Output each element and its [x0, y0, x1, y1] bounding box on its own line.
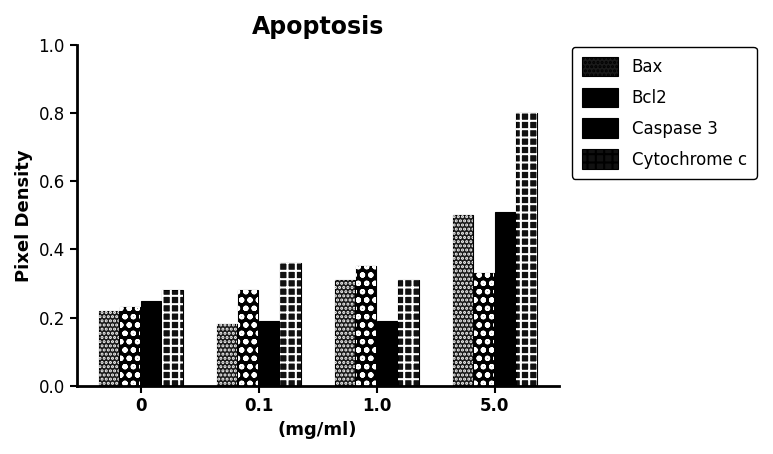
Bar	[377, 321, 397, 385]
Bar	[141, 301, 162, 385]
Bar	[516, 113, 536, 385]
Bar	[495, 212, 516, 385]
Bar	[281, 263, 301, 385]
Bar	[162, 290, 182, 385]
Bar	[259, 321, 279, 385]
Bar	[216, 324, 237, 385]
Bar	[377, 321, 397, 385]
Bar	[335, 280, 355, 385]
Bar	[356, 266, 376, 385]
Bar	[238, 290, 258, 385]
Bar	[453, 215, 473, 385]
Legend: Bax, Bcl2, Caspase 3, Cytochrome c: Bax, Bcl2, Caspase 3, Cytochrome c	[572, 47, 757, 178]
Bar	[474, 273, 494, 385]
Bar	[259, 321, 279, 385]
Bar	[356, 266, 376, 385]
Bar	[120, 307, 140, 385]
Bar	[162, 290, 182, 385]
Bar	[281, 263, 301, 385]
Bar	[453, 215, 473, 385]
Bar	[99, 311, 119, 385]
Bar	[398, 280, 419, 385]
Bar	[141, 301, 162, 385]
Bar	[238, 290, 258, 385]
Y-axis label: Pixel Density: Pixel Density	[15, 149, 33, 281]
Bar	[495, 212, 516, 385]
Bar	[516, 113, 536, 385]
Bar	[216, 324, 237, 385]
Bar	[398, 280, 419, 385]
Bar	[99, 311, 119, 385]
Title: Apoptosis: Apoptosis	[251, 15, 384, 39]
Bar	[335, 280, 355, 385]
X-axis label: (mg/ml): (mg/ml)	[278, 421, 357, 439]
Bar	[120, 307, 140, 385]
Bar	[474, 273, 494, 385]
